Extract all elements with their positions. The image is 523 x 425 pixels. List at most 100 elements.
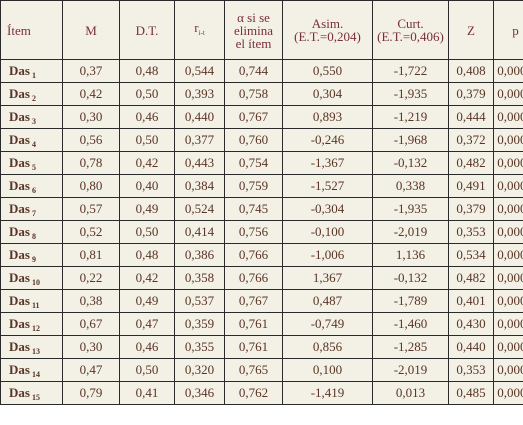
table-row: Das 9 0,81 0,48 0,386 0,766 -1,006 1,136 0,534 0,… [0, 243, 523, 267]
item-subscript: 5 [31, 162, 36, 172]
cell-sd: 0,48 [119, 243, 175, 267]
cell-z: 0,491 [448, 174, 494, 198]
cell-alpha-if-deleted: 0,761 [224, 335, 283, 359]
header-curt-line1: Curt. [397, 16, 424, 31]
cell-p: 0,0001 [493, 243, 523, 267]
cell-p: 0,0001 [493, 82, 523, 106]
cell-alpha-if-deleted: 0,758 [224, 82, 283, 106]
cell-item: Das 2 [0, 82, 63, 106]
cell-mean: 0,42 [62, 82, 120, 106]
item-name: Das [9, 269, 30, 285]
cell-p: 0,0001 [493, 174, 523, 198]
cell-alpha-if-deleted: 0,766 [224, 243, 283, 267]
cell-item-total-correlation: 0,440 [174, 105, 225, 129]
item-name: Das [9, 62, 30, 78]
cell-skewness: -1,006 [282, 243, 373, 267]
cell-z: 0,379 [448, 82, 494, 106]
header-row: Ítem M D.T. ri-t α si se elimina el ítem… [0, 0, 523, 60]
item-subscript: 3 [31, 116, 36, 126]
item-name: Das [9, 85, 30, 101]
cell-p: 0,0001 [493, 220, 523, 244]
cell-mean: 0,38 [62, 289, 120, 313]
cell-mean: 0,47 [62, 358, 120, 382]
table-body: Das 1 0,37 0,48 0,544 0,744 0,550 -1,722 0,408 0,… [0, 59, 523, 405]
table-row: Das 7 0,57 0,49 0,524 0,745 -0,304 -1,935 0,379 0… [0, 197, 523, 221]
cell-kurtosis: 0,338 [372, 174, 449, 198]
cell-z: 0,379 [448, 197, 494, 221]
cell-skewness: 1,367 [282, 266, 373, 290]
table-row: Das 6 0,80 0,40 0,384 0,759 -1,527 0,338 0,491 0,… [0, 174, 523, 198]
cell-mean: 0,67 [62, 312, 120, 336]
cell-mean: 0,80 [62, 174, 120, 198]
item-name: Das [9, 315, 30, 331]
cell-item: Das 8 [0, 220, 63, 244]
cell-item-total-correlation: 0,393 [174, 82, 225, 106]
cell-alpha-if-deleted: 0,761 [224, 312, 283, 336]
cell-sd: 0,49 [119, 197, 175, 221]
table-row: Das 1 0,37 0,48 0,544 0,744 0,550 -1,722 0,408 0,… [0, 59, 523, 83]
cell-alpha-if-deleted: 0,767 [224, 105, 283, 129]
cell-alpha-if-deleted: 0,759 [224, 174, 283, 198]
cell-mean: 0,22 [62, 266, 120, 290]
cell-sd: 0,46 [119, 105, 175, 129]
cell-item-total-correlation: 0,358 [174, 266, 225, 290]
table-row: Das 3 0,30 0,46 0,440 0,767 0,893 -1,219 0,444 0,… [0, 105, 523, 129]
cell-kurtosis: -1,968 [372, 128, 449, 152]
cell-sd: 0,48 [119, 59, 175, 83]
cell-p: 0,0001 [493, 381, 523, 405]
item-name: Das [9, 246, 30, 262]
cell-item: Das 11 [0, 289, 63, 313]
cell-sd: 0,40 [119, 174, 175, 198]
cell-sd: 0,47 [119, 312, 175, 336]
header-alpha-if-deleted: α si se elimina el ítem [224, 0, 283, 60]
cell-alpha-if-deleted: 0,762 [224, 381, 283, 405]
table-row: Das 2 0,42 0,50 0,393 0,758 0,304 -1,935 0,379 0,… [0, 82, 523, 106]
header-r-label: r [194, 19, 199, 35]
header-mean: M [62, 0, 120, 60]
cell-item-total-correlation: 0,377 [174, 128, 225, 152]
item-name: Das [9, 177, 30, 193]
cell-skewness: -1,419 [282, 381, 373, 405]
cell-skewness: 0,487 [282, 289, 373, 313]
cell-item: Das 5 [0, 151, 63, 175]
cell-mean: 0,79 [62, 381, 120, 405]
cell-alpha-if-deleted: 0,744 [224, 59, 283, 83]
cell-item-total-correlation: 0,414 [174, 220, 225, 244]
cell-z: 0,444 [448, 105, 494, 129]
item-subscript: 14 [31, 369, 40, 379]
cell-item: Das 15 [0, 381, 63, 405]
cell-z: 0,482 [448, 266, 494, 290]
cell-mean: 0,56 [62, 128, 120, 152]
item-subscript: 10 [31, 277, 40, 287]
table-row: Das 15 0,79 0,41 0,346 0,762 -1,419 0,013 0,485 0… [0, 381, 523, 405]
cell-skewness: 0,100 [282, 358, 373, 382]
cell-alpha-if-deleted: 0,754 [224, 151, 283, 175]
cell-z: 0,353 [448, 220, 494, 244]
cell-skewness: -1,527 [282, 174, 373, 198]
cell-item-total-correlation: 0,544 [174, 59, 225, 83]
cell-mean: 0,81 [62, 243, 120, 267]
item-name: Das [9, 108, 30, 124]
cell-mean: 0,30 [62, 105, 120, 129]
cell-z: 0,372 [448, 128, 494, 152]
cell-p: 0,0001 [493, 128, 523, 152]
item-subscript: 6 [31, 185, 36, 195]
header-p: p [493, 0, 523, 60]
table-row: Das 14 0,47 0,50 0,320 0,765 0,100 -2,019 0,353 0… [0, 358, 523, 382]
table-row: Das 4 0,56 0,50 0,377 0,760 -0,246 -1,968 0,372 0… [0, 128, 523, 152]
cell-skewness: -0,100 [282, 220, 373, 244]
cell-alpha-if-deleted: 0,766 [224, 266, 283, 290]
cell-z: 0,430 [448, 312, 494, 336]
item-name: Das [9, 338, 30, 354]
cell-item: Das 1 [0, 59, 63, 83]
item-subscript: 11 [31, 300, 40, 310]
cell-z: 0,408 [448, 59, 494, 83]
cell-skewness: 0,550 [282, 59, 373, 83]
cell-item-total-correlation: 0,386 [174, 243, 225, 267]
header-item: Ítem [0, 0, 63, 60]
cell-item: Das 10 [0, 266, 63, 290]
cell-kurtosis: -1,219 [372, 105, 449, 129]
item-name: Das [9, 223, 30, 239]
cell-item-total-correlation: 0,355 [174, 335, 225, 359]
